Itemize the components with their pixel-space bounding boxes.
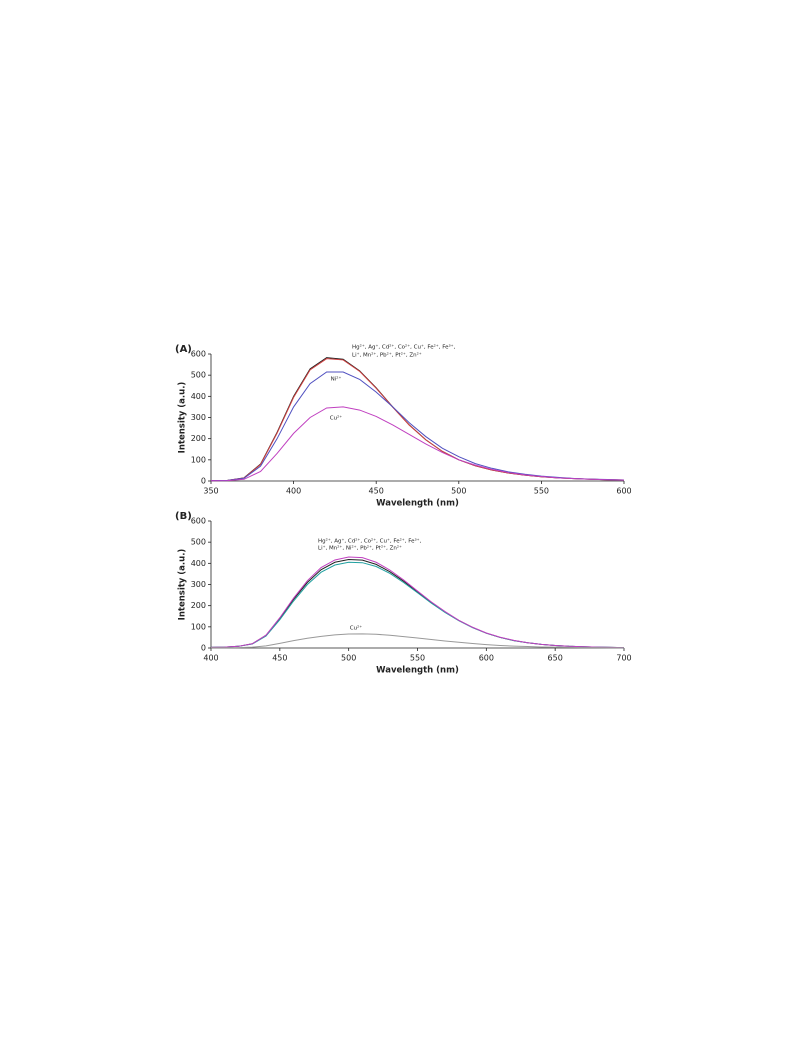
panel-label: (A)	[175, 344, 192, 355]
annotation: Hg²⁺, Ag⁺, Cd²⁺, Co²⁺, Cu⁺, Fe²⁺, Fe³⁺,	[318, 538, 422, 545]
x-tick-label: 450	[272, 654, 287, 663]
y-tick-label: 200	[191, 601, 206, 610]
spectrum-line	[210, 561, 625, 649]
x-tick-label: 550	[534, 487, 549, 496]
y-axis-label: Intensity (a.u.)	[178, 382, 188, 454]
y-tick-label: 400	[191, 392, 206, 401]
x-tick-label: 550	[410, 654, 425, 663]
y-tick-label: 500	[191, 538, 206, 547]
y-tick-label: 0	[201, 644, 206, 653]
x-tick-label: 500	[451, 487, 466, 496]
y-tick-label: 500	[191, 371, 206, 380]
y-tick-label: 600	[191, 350, 206, 359]
x-tick-label: 650	[548, 654, 563, 663]
spectrum-line	[210, 358, 625, 482]
spectrum-line	[211, 633, 624, 649]
spectrum-line	[210, 357, 625, 482]
x-tick-label: 700	[616, 654, 631, 663]
x-tick-label: 450	[369, 487, 384, 496]
annotation: Ni²⁺	[331, 376, 342, 383]
x-tick-label: 400	[286, 487, 301, 496]
annotation: Cu²⁺	[350, 625, 363, 632]
annotation: Cu²⁺	[330, 415, 343, 422]
y-tick-label: 300	[191, 580, 206, 589]
x-tick-label: 600	[479, 654, 494, 663]
y-tick-label: 200	[191, 434, 206, 443]
spectrum-line	[210, 406, 625, 482]
x-tick-label: 600	[616, 487, 631, 496]
x-tick-label: 500	[341, 654, 356, 663]
y-tick-label: 100	[191, 622, 206, 631]
y-axis-label: Intensity (a.u.)	[178, 549, 188, 621]
x-axis-label: Wavelength (nm)	[376, 666, 459, 676]
spectrum-line	[210, 371, 625, 482]
annotation: Li⁺, Mn²⁺, Pb²⁺, Pt²⁺, Zn²⁺	[352, 352, 422, 359]
annotation: Hg²⁺, Ag⁺, Cd²⁺, Co²⁺, Cu⁺, Fe²⁺, Fe³⁺,	[352, 344, 456, 351]
y-tick-label: 400	[191, 559, 206, 568]
panel-label: (B)	[175, 511, 192, 522]
x-axis-label: Wavelength (nm)	[376, 499, 459, 509]
y-tick-label: 600	[191, 517, 206, 526]
x-tick-label: 350	[203, 487, 218, 496]
y-tick-label: 300	[191, 413, 206, 422]
spectrum-line	[210, 556, 625, 649]
spectrum-line	[210, 559, 625, 649]
y-tick-label: 100	[191, 455, 206, 464]
x-tick-label: 400	[203, 654, 218, 663]
annotation: Li⁺, Mn²⁺, Ni²⁺, Pb²⁺, Pt²⁺, Zn²⁺	[318, 545, 402, 552]
y-tick-label: 0	[201, 477, 206, 486]
